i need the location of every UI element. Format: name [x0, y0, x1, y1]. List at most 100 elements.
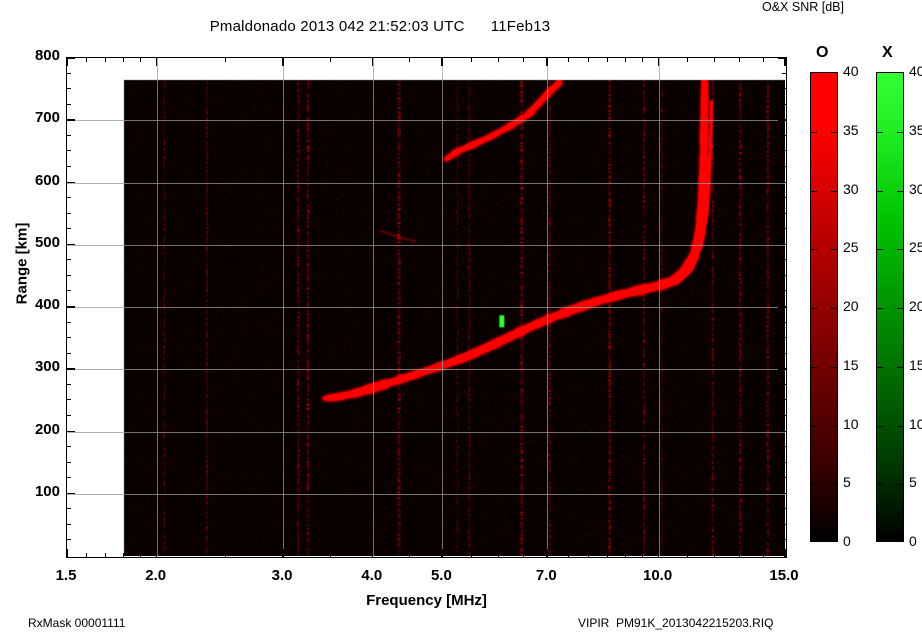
- y-tick-label: 400: [34, 296, 60, 313]
- colorbar-tick-label: 25: [909, 239, 922, 256]
- colorbar-tick: [877, 131, 883, 133]
- x-tick-major-top: [282, 57, 284, 66]
- x-tick-minor: [225, 553, 227, 558]
- colorbar-tick: [811, 366, 817, 368]
- colorbar-tick: [897, 366, 903, 368]
- y-tick-minor: [66, 165, 71, 167]
- ionogram-plot-area[interactable]: [66, 57, 787, 558]
- y-tick-minor-right: [782, 150, 787, 152]
- colorbar-x[interactable]: [876, 72, 904, 542]
- gridline-horizontal: [67, 120, 785, 122]
- y-tick-minor: [66, 72, 71, 74]
- x-tick-major-top: [546, 57, 548, 66]
- colorbar-tick: [877, 308, 883, 309]
- y-tick-major: [66, 430, 75, 432]
- x-tick-major: [441, 549, 443, 558]
- colorbar-tick: [831, 131, 837, 133]
- x-tick-minor-top: [408, 57, 410, 62]
- y-tick-minor: [66, 414, 71, 416]
- y-tick-major: [66, 181, 75, 183]
- x-tick-label: 4.0: [361, 567, 383, 584]
- colorbar-tick: [897, 425, 903, 427]
- y-tick-label: 300: [34, 358, 60, 376]
- y-tick-minor-right: [782, 274, 787, 276]
- x-tick-major: [155, 549, 158, 558]
- colorbar-tick-label: 20: [909, 298, 922, 314]
- y-tick-major: [66, 306, 75, 308]
- x-axis-label: Frequency [MHz]: [366, 592, 487, 609]
- gridline-horizontal: [67, 493, 785, 495]
- x-tick-minor-top: [624, 57, 626, 62]
- y-tick-major-right: [778, 492, 787, 495]
- colorbar-tick-label: 15: [909, 356, 922, 373]
- colorbar-tick: [897, 308, 903, 309]
- y-tick-minor-right: [782, 212, 787, 214]
- y-tick-major: [66, 243, 75, 246]
- x-tick-minor-top: [471, 57, 473, 62]
- y-tick-minor: [66, 103, 71, 105]
- y-tick-major-right: [778, 243, 787, 246]
- gridline-horizontal: [67, 431, 785, 433]
- x-tick-minor-top: [687, 57, 689, 62]
- colorbar-tick: [811, 249, 817, 251]
- y-tick-major-right: [778, 57, 787, 59]
- y-tick-minor-right: [782, 321, 787, 323]
- x-tick-label: 3.0: [271, 567, 293, 584]
- x-tick-minor: [606, 553, 608, 558]
- colorbar-tick: [877, 425, 883, 427]
- x-tick-minor-top: [523, 57, 525, 62]
- y-tick-minor: [66, 508, 71, 510]
- y-tick-minor-right: [782, 477, 787, 479]
- y-tick-minor: [66, 197, 71, 199]
- colorbar-tick-label: 10: [909, 415, 922, 432]
- colorbar-tick-label: 25: [843, 239, 859, 256]
- y-tick-major: [66, 57, 75, 59]
- colorbar-tick: [831, 190, 837, 192]
- y-tick-major: [66, 492, 75, 495]
- x-tick-label: 15.0: [769, 567, 799, 584]
- y-tick-major-right: [778, 368, 787, 370]
- colorbar-tick: [877, 484, 883, 486]
- colorbar-tick: [811, 484, 817, 486]
- colorbar-tick: [831, 484, 837, 486]
- x-tick-label: 2.0: [145, 567, 167, 584]
- colorbar-tick-label: 35: [909, 121, 922, 138]
- colorbar-tick-label: 40: [909, 63, 922, 79]
- colorbar-tick: [877, 249, 883, 251]
- x-tick-minor-top: [498, 57, 500, 62]
- x-tick-minor: [588, 553, 589, 558]
- y-tick-minor-right: [782, 337, 787, 339]
- x-tick-minor: [498, 553, 500, 558]
- y-tick-minor: [66, 446, 71, 448]
- x-tick-major: [371, 549, 374, 558]
- footer-rxmask: RxMask 00001111: [28, 616, 126, 630]
- y-tick-minor: [66, 274, 71, 276]
- x-tick-major-top: [784, 57, 786, 66]
- y-tick-minor-right: [782, 461, 787, 463]
- y-tick-label: 800: [34, 47, 60, 64]
- y-tick-major-right: [778, 181, 787, 183]
- colorbar-tick-label: 0: [843, 533, 851, 549]
- x-tick-major-top: [66, 57, 68, 66]
- y-tick-label: 100: [34, 482, 60, 500]
- x-tick-major: [66, 549, 68, 558]
- x-tick-label: 5.0: [430, 567, 452, 584]
- x-tick-minor-top: [139, 57, 141, 62]
- y-tick-minor-right: [782, 539, 787, 541]
- colorbar-o[interactable]: [810, 72, 838, 542]
- x-tick-minor-top: [606, 57, 608, 62]
- colorbar-tick-label: 30: [843, 180, 859, 197]
- colorbar-tick-label: 5: [843, 474, 851, 491]
- y-tick-minor: [66, 228, 71, 230]
- colorbar-tick-label: 40: [843, 63, 859, 79]
- x-tick-minor-top: [330, 57, 332, 62]
- colorbar-tick-label: 35: [843, 121, 859, 138]
- x-tick-minor: [687, 553, 689, 558]
- y-tick-minor: [66, 259, 71, 261]
- x-tick-major-top: [441, 57, 443, 66]
- y-tick-minor: [66, 150, 71, 152]
- x-tick-minor: [762, 553, 764, 558]
- y-tick-minor: [66, 337, 71, 339]
- y-tick-minor-right: [782, 399, 787, 401]
